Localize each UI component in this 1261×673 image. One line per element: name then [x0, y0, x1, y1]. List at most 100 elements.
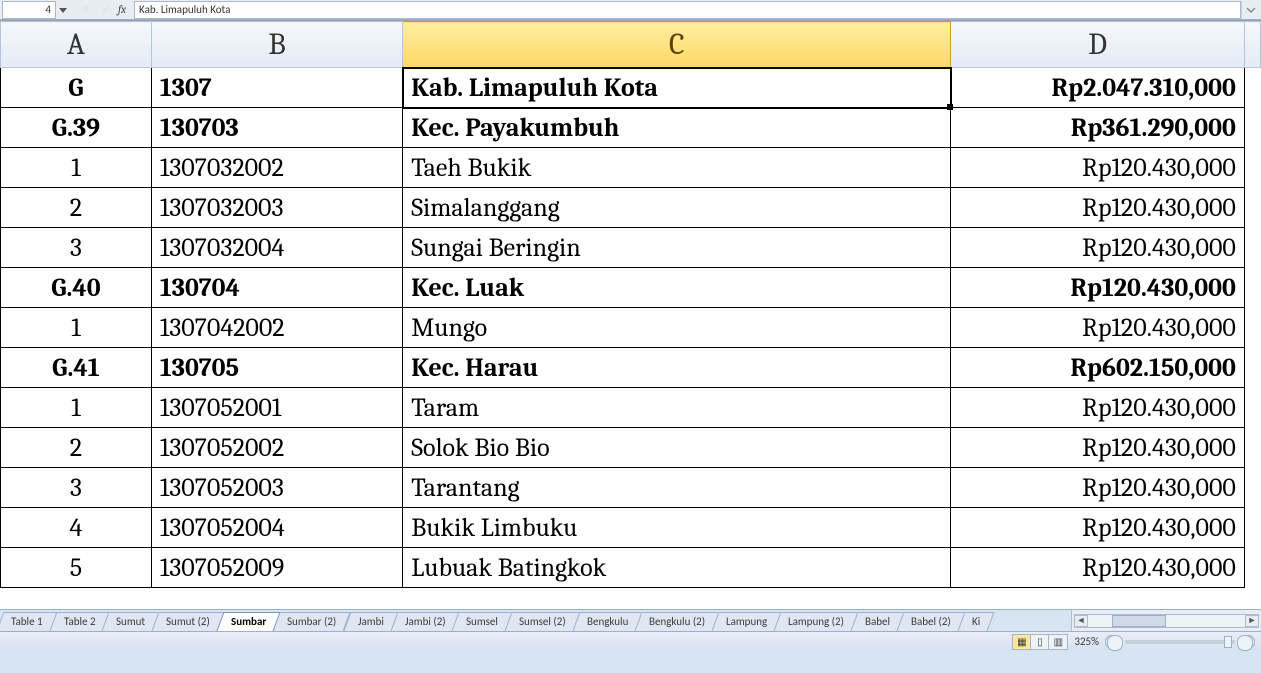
sheet-tab[interactable]: Sumut [102, 612, 160, 631]
view-normal-icon[interactable]: ▦ [1013, 635, 1031, 649]
cell-D[interactable]: Rp120.430,000 [951, 228, 1245, 268]
sheet-tab[interactable]: Babel (2) [897, 612, 966, 631]
cell-B[interactable]: 1307032003 [151, 188, 402, 228]
sheet-tab[interactable]: Table 2 [49, 612, 110, 631]
cell-D[interactable]: Rp120.430,000 [951, 428, 1245, 468]
cell-A[interactable]: 3 [1, 468, 152, 508]
scroll-left-icon[interactable]: ◄ [1074, 615, 1088, 627]
zoom-slider-thumb[interactable] [1224, 636, 1232, 648]
cell-A[interactable]: 5 [1, 548, 152, 588]
cell-D[interactable]: Rp120.430,000 [951, 188, 1245, 228]
cell-D[interactable]: Rp120.430,000 [951, 388, 1245, 428]
cell-E[interactable] [1244, 308, 1260, 348]
cell-A[interactable]: 1 [1, 308, 152, 348]
cell-B[interactable]: 1307052009 [151, 548, 402, 588]
cell-E[interactable] [1244, 388, 1260, 428]
sheet-tab[interactable]: Ki [958, 612, 995, 631]
name-box[interactable]: 4 [2, 1, 56, 19]
view-page-layout-icon[interactable]: ▯ [1031, 635, 1049, 649]
cell-C[interactable]: Kec. Luak [403, 268, 951, 308]
scroll-right-icon[interactable]: ► [1245, 615, 1259, 627]
cell-B[interactable]: 1307042002 [151, 308, 402, 348]
horizontal-scrollbar[interactable]: ◄ ► [1074, 614, 1259, 628]
cell-D[interactable]: Rp120.430,000 [951, 308, 1245, 348]
sheet-tab[interactable]: Table 1 [0, 612, 57, 631]
sheet-tab[interactable]: Sumsel (2) [505, 612, 581, 631]
cell-B[interactable]: 1307 [151, 68, 402, 108]
cell-E[interactable] [1244, 68, 1260, 108]
formula-input[interactable]: Kab. Limapuluh Kota [134, 1, 1241, 19]
sheet-tab[interactable]: Bengkulu (2) [635, 612, 720, 631]
cell-C[interactable]: Sungai Beringin [403, 228, 951, 268]
formula-cancel-icon[interactable]: ✕ [78, 2, 94, 18]
cell-C[interactable]: Bukik Limbuku [403, 508, 951, 548]
column-header-A[interactable]: A [1, 22, 152, 68]
sheet-tab[interactable]: Lampung [712, 612, 782, 631]
cell-A[interactable]: G.40 [1, 268, 152, 308]
fx-icon[interactable]: fx [118, 3, 126, 16]
cell-D[interactable]: Rp120.430,000 [951, 148, 1245, 188]
column-header-C[interactable]: C [403, 22, 951, 68]
cell-B[interactable]: 1307052001 [151, 388, 402, 428]
cell-E[interactable] [1244, 468, 1260, 508]
cell-C[interactable]: Tarantang [403, 468, 951, 508]
cell-C[interactable]: Kec. Payakumbuh [403, 108, 951, 148]
cell-E[interactable] [1244, 548, 1260, 588]
cell-E[interactable] [1244, 188, 1260, 228]
formula-enter-icon[interactable]: ✓ [98, 2, 114, 18]
cell-D[interactable]: Rp120.430,000 [951, 508, 1245, 548]
cell-E[interactable] [1244, 508, 1260, 548]
view-page-break-icon[interactable]: ▥ [1049, 635, 1067, 649]
sheet-tab[interactable]: Sumut (2) [152, 612, 225, 631]
cell-A[interactable]: 4 [1, 508, 152, 548]
cell-A[interactable]: 3 [1, 228, 152, 268]
cell-B[interactable]: 1307052004 [151, 508, 402, 548]
column-header-D[interactable]: D [951, 22, 1245, 68]
cell-C[interactable]: Lubuak Batingkok [403, 548, 951, 588]
sheet-tab[interactable]: Sumsel [452, 612, 513, 631]
cell-C[interactable]: Kec. Harau [403, 348, 951, 388]
cell-C[interactable]: Kab. Limapuluh Kota [403, 68, 951, 108]
cell-D[interactable]: Rp120.430,000 [951, 268, 1245, 308]
scroll-thumb[interactable] [1112, 615, 1167, 627]
cell-B[interactable]: 130705 [151, 348, 402, 388]
cell-B[interactable]: 130704 [151, 268, 402, 308]
cell-A[interactable]: 2 [1, 188, 152, 228]
cell-E[interactable] [1244, 428, 1260, 468]
cell-A[interactable]: G.41 [1, 348, 152, 388]
cell-C[interactable]: Mungo [403, 308, 951, 348]
cell-B[interactable]: 1307032002 [151, 148, 402, 188]
sheet-tab[interactable]: Bengkulu [572, 612, 642, 631]
cell-D[interactable]: Rp602.150,000 [951, 348, 1245, 388]
cell-E[interactable] [1244, 268, 1260, 308]
column-header-extra[interactable] [1244, 22, 1260, 68]
cell-E[interactable] [1244, 108, 1260, 148]
cell-B[interactable]: 1307052003 [151, 468, 402, 508]
name-box-dropdown-icon[interactable] [56, 6, 70, 14]
cell-D[interactable]: Rp120.430,000 [951, 548, 1245, 588]
cell-E[interactable] [1244, 228, 1260, 268]
cell-C[interactable]: Simalanggang [403, 188, 951, 228]
cell-D[interactable]: Rp120.430,000 [951, 468, 1245, 508]
cell-D[interactable]: Rp361.290,000 [951, 108, 1245, 148]
zoom-slider[interactable] [1125, 640, 1235, 644]
worksheet-grid[interactable]: ABCD G1307Kab. Limapuluh KotaRp2.047.310… [0, 20, 1261, 609]
sheet-tab[interactable]: Sumbar [217, 612, 281, 631]
sheet-tab[interactable]: Jambi [343, 612, 398, 631]
sheet-tab[interactable]: Jambi (2) [390, 612, 460, 631]
cell-C[interactable]: Solok Bio Bio [403, 428, 951, 468]
cell-B[interactable]: 130703 [151, 108, 402, 148]
cell-A[interactable]: 1 [1, 388, 152, 428]
cell-C[interactable]: Taeh Bukik [403, 148, 951, 188]
formula-bar-expand-icon[interactable] [1241, 1, 1259, 19]
cell-C[interactable]: Taram [403, 388, 951, 428]
cell-A[interactable]: 1 [1, 148, 152, 188]
sheet-tab[interactable]: Sumbar (2) [273, 612, 351, 631]
cell-E[interactable] [1244, 348, 1260, 388]
cell-B[interactable]: 1307032004 [151, 228, 402, 268]
cell-D[interactable]: Rp2.047.310,000 [951, 68, 1245, 108]
sheet-tab[interactable]: Lampung (2) [774, 612, 859, 631]
cell-A[interactable]: 2 [1, 428, 152, 468]
cell-B[interactable]: 1307052002 [151, 428, 402, 468]
column-header-B[interactable]: B [151, 22, 402, 68]
